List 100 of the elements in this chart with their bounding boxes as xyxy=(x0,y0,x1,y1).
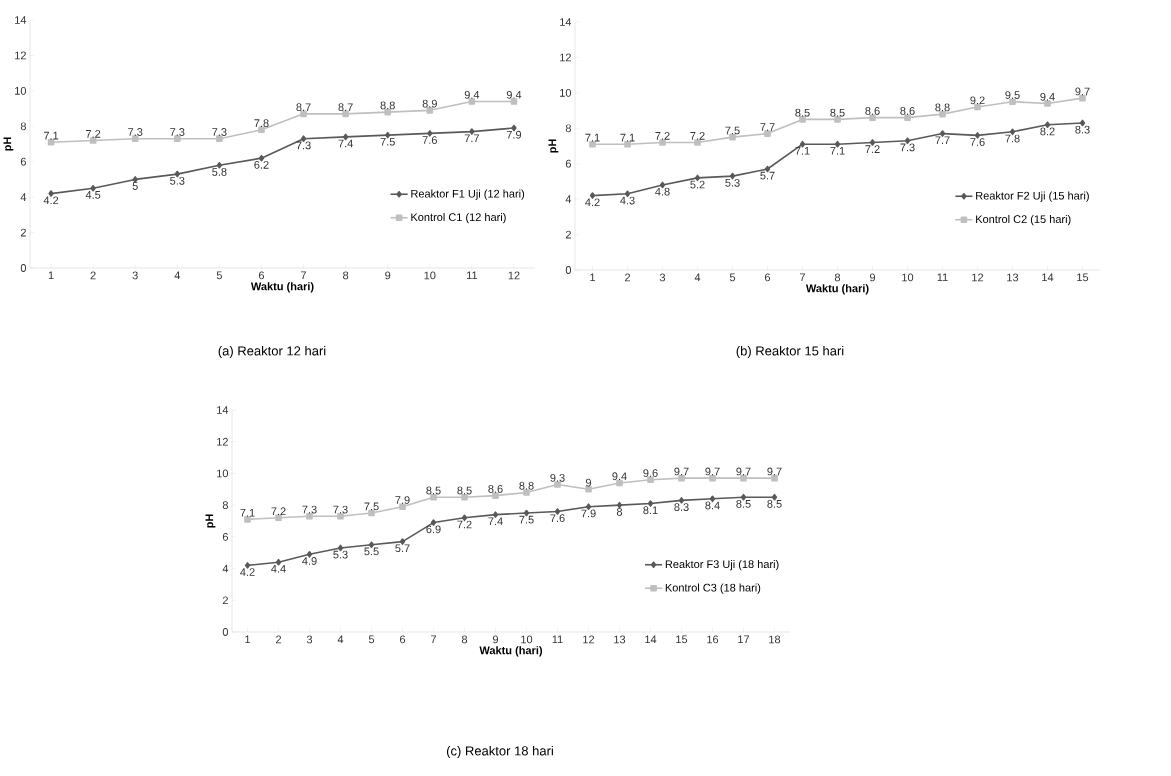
data-label: 7.5 xyxy=(364,502,379,511)
data-label: 5.7 xyxy=(395,544,410,553)
data-label: 8.8 xyxy=(935,103,950,112)
y-tick-label: 4 xyxy=(565,195,572,203)
x-tick-label: 18 xyxy=(769,635,781,644)
data-label: 4.2 xyxy=(43,196,59,205)
x-tick-label: 8 xyxy=(834,273,841,282)
y-tick-label: 12 xyxy=(560,53,571,62)
x-axis-title: Waktu (hari) xyxy=(250,282,314,293)
data-label: 7.6 xyxy=(422,136,437,144)
data-label: 8 xyxy=(616,507,623,516)
data-label: 8.5 xyxy=(457,486,472,495)
y-tick-label: 10 xyxy=(217,469,229,478)
y-tick-label: 4 xyxy=(20,193,27,201)
x-tick-label: 4 xyxy=(337,635,344,644)
x-axis-title: Waktu (hari) xyxy=(805,284,869,295)
x-tick-label: 7 xyxy=(431,635,437,644)
x-tick-label: 4 xyxy=(694,273,701,282)
data-label: 7.3 xyxy=(212,128,227,136)
legend-label: Kontrol C2 (15 hari) xyxy=(976,214,1071,226)
x-tick-label: 11 xyxy=(467,271,478,280)
x-tick-label: 14 xyxy=(645,635,657,644)
x-tick-label: 5 xyxy=(216,271,222,280)
x-tick-label: 3 xyxy=(132,271,138,280)
data-label: 8.3 xyxy=(674,503,689,511)
x-tick-label: 15 xyxy=(1077,273,1089,282)
data-label: 5.3 xyxy=(170,176,185,185)
data-label: 4.3 xyxy=(620,196,635,205)
data-label: 7.1 xyxy=(830,147,845,155)
y-tick-label: 4 xyxy=(222,564,229,573)
y-tick-label: 0 xyxy=(222,628,229,636)
data-label: 9.7 xyxy=(705,467,720,476)
x-tick-label: 10 xyxy=(902,273,914,282)
data-label: 7.4 xyxy=(338,139,353,148)
data-label: 8.8 xyxy=(519,481,534,490)
data-label: 7.6 xyxy=(550,514,565,523)
y-tick-label: 14 xyxy=(560,18,572,26)
text: (c) Reaktor 18 hari xyxy=(446,745,553,759)
x-tick-label: 8 xyxy=(461,635,468,644)
legend-label: Reaktor F2 Uji (15 hari) xyxy=(976,191,1089,202)
data-label: 7.1 xyxy=(795,147,810,155)
data-label: 7.5 xyxy=(380,137,395,146)
x-tick-label: 5 xyxy=(368,635,375,644)
data-label: 7.2 xyxy=(690,131,705,140)
data-label: 7.5 xyxy=(725,126,740,135)
x-tick-label: 9 xyxy=(385,271,391,280)
legend-label: Kontrol C3 (18 hari) xyxy=(665,583,761,594)
data-label: 7.1 xyxy=(585,133,600,142)
x-tick-label: 12 xyxy=(972,273,984,282)
data-label: 8.5 xyxy=(426,486,441,495)
y-tick-label: 2 xyxy=(222,596,228,605)
data-label: 7.9 xyxy=(395,496,410,504)
data-label: 7.9 xyxy=(581,509,596,518)
data-label: 9.7 xyxy=(1075,87,1090,96)
data-label: 8.5 xyxy=(795,108,810,117)
data-label: 9.7 xyxy=(767,467,782,476)
data-label: 7.2 xyxy=(457,520,472,529)
data-label: 5 xyxy=(132,182,138,190)
x-tick-label: 2 xyxy=(90,271,96,280)
data-label: 6.9 xyxy=(426,525,441,534)
y-tick-label: 2 xyxy=(565,230,571,239)
data-label: 4.8 xyxy=(655,187,670,196)
data-label: 9.6 xyxy=(643,469,658,477)
data-label: 7.2 xyxy=(271,507,286,516)
x-tick-label: 6 xyxy=(400,635,406,644)
data-label: 8.3 xyxy=(1075,125,1090,134)
data-label: 4.4 xyxy=(271,565,286,573)
y-tick-label: 14 xyxy=(217,406,229,414)
legend-label: Reaktor F3 Uji (18 hari) xyxy=(665,560,779,571)
data-label: 7.9 xyxy=(506,130,522,139)
data-label: 6.2 xyxy=(254,160,269,169)
data-label: 7.7 xyxy=(760,123,775,131)
data-label: 7.3 xyxy=(333,505,348,514)
y-tick-label: 0 xyxy=(565,266,572,274)
x-tick-label: 4 xyxy=(174,271,181,280)
data-label: 7.3 xyxy=(170,128,185,136)
y-tick-label: 2 xyxy=(20,228,26,237)
data-label: 7.1 xyxy=(620,133,635,142)
data-label: 8.2 xyxy=(1040,127,1055,136)
x-tick-label: 3 xyxy=(659,273,666,282)
data-label: 7.1 xyxy=(43,131,59,140)
data-label: 7.2 xyxy=(865,145,880,153)
data-label: 8.7 xyxy=(296,103,311,112)
x-tick-label: 1 xyxy=(245,635,251,644)
x-tick-label: 1 xyxy=(590,273,596,282)
x-tick-label: 2 xyxy=(276,635,282,644)
data-label: 4.2 xyxy=(585,198,600,207)
data-label: 7.8 xyxy=(1005,134,1020,143)
y-tick-label: 0 xyxy=(20,264,27,272)
x-tick-label: 12 xyxy=(583,635,595,644)
x-tick-label: 7 xyxy=(800,273,806,282)
x-tick-label: 9 xyxy=(869,273,876,282)
y-axis-title: pH xyxy=(548,139,559,153)
x-tick-label: 15 xyxy=(676,635,688,644)
data-label: 7.6 xyxy=(970,138,985,146)
y-tick-label: 6 xyxy=(20,157,26,166)
point xyxy=(616,501,623,509)
data-label: 8.7 xyxy=(338,103,353,112)
data-label: 7.2 xyxy=(655,131,670,140)
data-label: 8.1 xyxy=(643,506,658,515)
